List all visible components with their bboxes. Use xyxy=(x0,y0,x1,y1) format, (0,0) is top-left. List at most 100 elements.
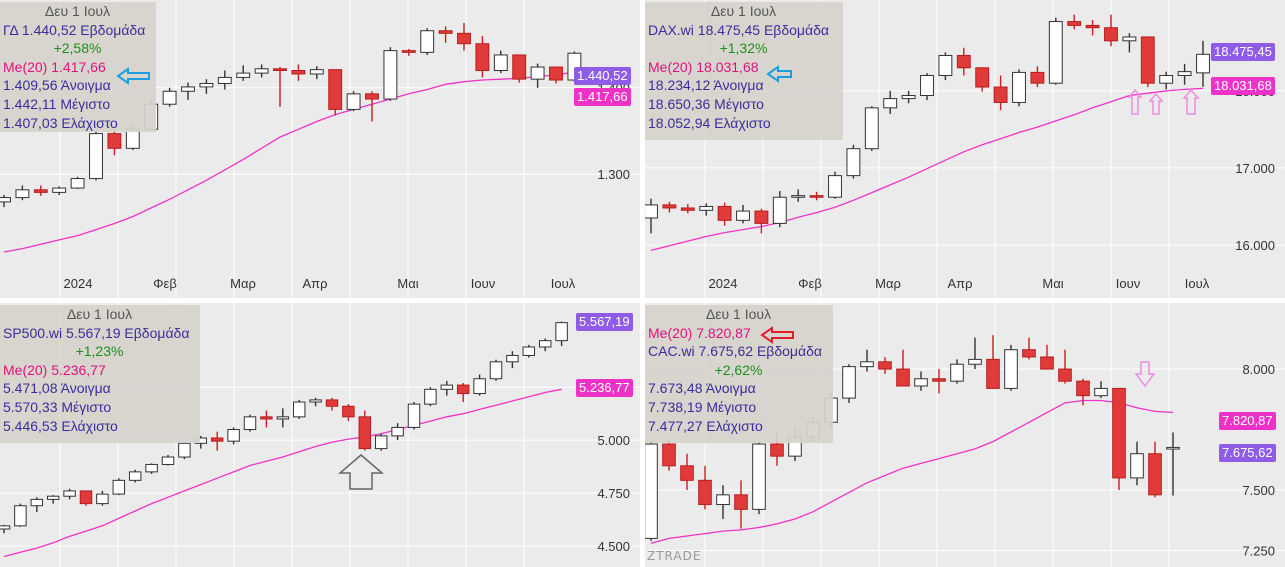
gd-xtick-label: Μαρ xyxy=(230,276,256,291)
dax-candle xyxy=(736,204,750,224)
cac-candle-body xyxy=(662,443,676,467)
cac-candle-body xyxy=(878,361,892,370)
cac-candle-body xyxy=(986,358,1000,389)
dax-candle-body xyxy=(754,210,769,224)
gd-candle xyxy=(236,65,251,81)
dax-ytick-label: 16.000 xyxy=(1235,238,1275,253)
dax-candle-body xyxy=(1104,27,1118,42)
dax-candle xyxy=(1177,63,1192,85)
sp500-candle xyxy=(161,454,175,466)
gd-candle-body xyxy=(199,82,214,88)
cac-candle-body xyxy=(716,494,730,506)
gd-candle-body xyxy=(309,69,324,75)
dax-xtick-label: Μαι xyxy=(1042,276,1063,291)
dax-candle-body xyxy=(662,204,677,209)
sp500-candle xyxy=(489,359,503,381)
sp500-candle-body xyxy=(210,437,224,442)
cac-candle-body xyxy=(1058,368,1072,382)
gd-candle-body xyxy=(89,133,103,180)
dax-candle-body xyxy=(645,204,658,219)
sp500-pct: +1,23% xyxy=(75,343,124,360)
gd-candle-body xyxy=(254,68,269,74)
gd-date: Δευ 1 Ιουλ xyxy=(44,3,111,19)
cac-candle-body xyxy=(1112,387,1126,479)
gd-candle xyxy=(401,48,416,56)
gd-candle-body xyxy=(52,187,67,193)
gd-candle xyxy=(89,129,103,181)
cac-candle-body xyxy=(1166,446,1180,450)
gd-candle xyxy=(217,70,232,90)
sp500-candle xyxy=(555,321,568,346)
dax-candle-body xyxy=(1012,71,1026,103)
dax-candle-body xyxy=(1067,21,1082,26)
gd-ma-badge: 1.417,66 xyxy=(574,88,631,106)
sp500-candle-body xyxy=(522,346,536,356)
dax-xtick-label: Φεβ xyxy=(798,276,822,291)
sp500-candle-body xyxy=(309,399,322,403)
dax-candle xyxy=(901,90,916,104)
dax-candle-body xyxy=(1085,24,1100,29)
gd-candle xyxy=(273,67,287,107)
cac-candle-body xyxy=(1094,387,1108,397)
gd-candle xyxy=(512,54,527,83)
sp500-candle xyxy=(456,382,470,403)
sp500-high: 5.570,33 Μέγιστο xyxy=(3,398,112,415)
dax-candle xyxy=(772,191,787,228)
sp500-candle xyxy=(538,338,552,352)
gd-candle-body xyxy=(383,50,398,100)
sp500-candle xyxy=(128,469,142,483)
cac-ytick-label: 7.500 xyxy=(1242,483,1275,498)
cac-candle-body xyxy=(1076,380,1090,397)
gd-high: 1.442,11 Μέγιστο xyxy=(3,95,111,112)
dax-candle-body xyxy=(901,95,916,100)
sp500-candle xyxy=(325,397,339,411)
sp500-date: Δευ 1 Ιουλ xyxy=(66,306,133,322)
gd-xtick-label: Απρ xyxy=(302,276,327,291)
gd-candle-body xyxy=(181,86,195,92)
dax-info-box: Δευ 1 Ιουλ DAX.wi 18.475,45 Εβδομάδα +1,… xyxy=(645,2,843,140)
dax-candle xyxy=(645,198,658,234)
sp500-price-line: SP500.wi 5.567,19 Εβδομάδα xyxy=(3,324,190,341)
cac-price-line: CAC.wi 7.675,62 Εβδομάδα xyxy=(648,343,822,360)
gd-candle-body xyxy=(70,178,85,189)
dax-candle-body xyxy=(846,148,861,177)
sp500-info-box: Δευ 1 Ιουλ SP500.wi 5.567,19 Εβδομάδα +1… xyxy=(0,305,200,443)
gd-candle-body xyxy=(401,50,416,53)
gd-candle-body xyxy=(328,69,343,110)
sp500-ytick-label: 4.500 xyxy=(597,539,630,554)
gd-candle-body xyxy=(162,90,177,105)
gd-candles xyxy=(0,22,582,208)
gd-candle-body xyxy=(0,197,11,203)
gd-ma-line xyxy=(3,71,575,253)
cac-down-arrow-icon xyxy=(1134,361,1156,388)
cac-candle xyxy=(680,453,694,491)
dax-candle-body xyxy=(791,195,806,198)
gd-candle xyxy=(309,66,324,80)
dax-ma-line: Me(20) 18.031,68 xyxy=(648,58,759,75)
sp500-candle-body xyxy=(538,340,552,348)
cac-candle xyxy=(896,349,910,387)
dax-candle xyxy=(828,171,842,199)
cac-ytick-label: 7.250 xyxy=(1242,543,1275,558)
sp500-candle xyxy=(342,404,355,422)
dax-candle xyxy=(699,203,714,216)
sp500-candle-body xyxy=(506,354,519,363)
gd-candle xyxy=(254,64,269,78)
cac-ma-line xyxy=(650,399,1174,544)
sp500-candle xyxy=(473,374,486,396)
gd-candle xyxy=(346,91,361,112)
dax-candle-body xyxy=(1030,71,1045,84)
sp500-candle-body xyxy=(456,384,470,395)
gd-candle-body xyxy=(549,66,563,81)
cac-candle-body xyxy=(842,366,856,399)
gd-low: 1.407,03 Ελάχιστο xyxy=(3,114,118,131)
cac-candle xyxy=(645,441,658,541)
dax-ma-badge: 18.031,68 xyxy=(1211,77,1275,95)
sp500-ytick-label: 5.000 xyxy=(597,433,630,448)
dax-candle-body xyxy=(717,205,732,221)
gd-candle-body xyxy=(475,43,490,72)
sp500-candle xyxy=(391,423,404,441)
cac-candle-body xyxy=(896,368,910,387)
cac-candle xyxy=(1148,441,1162,498)
